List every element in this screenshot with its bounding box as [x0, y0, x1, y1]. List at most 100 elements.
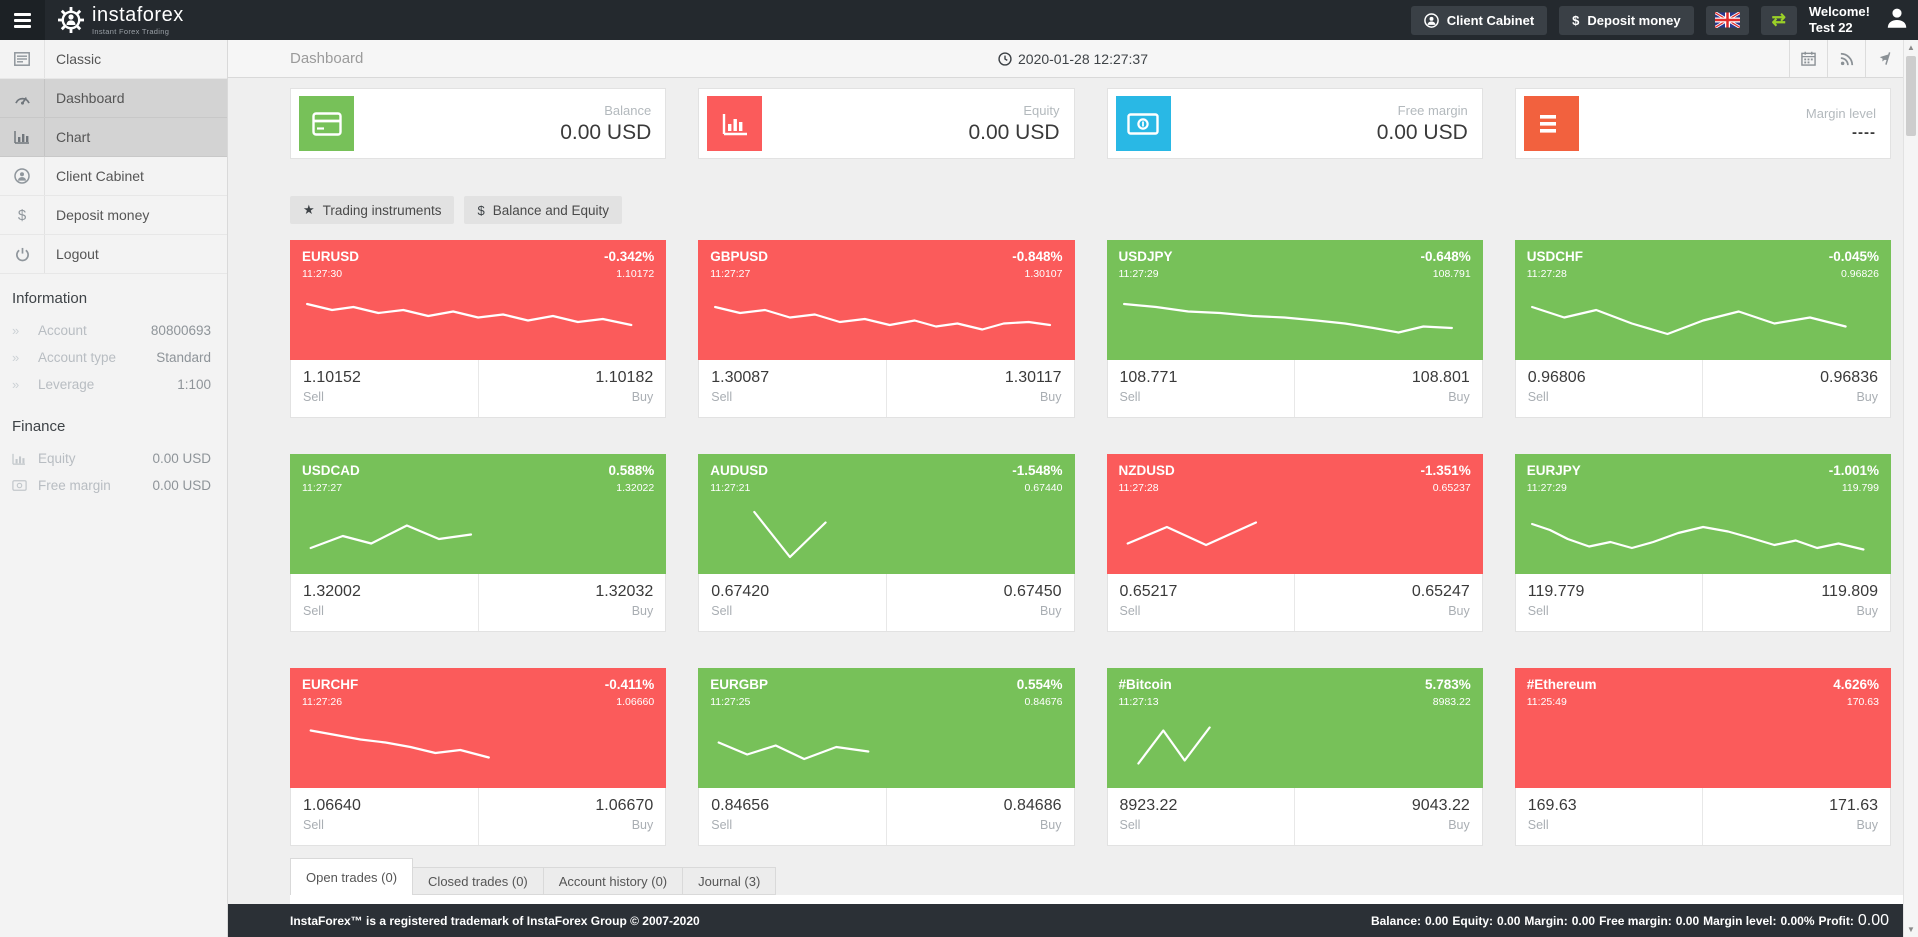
- tile-time: 11:27:28: [1526, 268, 1567, 280]
- balance-and-equity-button[interactable]: $ Balance and Equity: [464, 196, 623, 224]
- sell-button[interactable]: 8923.22 Sell: [1108, 788, 1296, 845]
- sell-button[interactable]: 1.06640 Sell: [291, 788, 479, 845]
- sidebar-item-deposit-money[interactable]: $ Deposit money: [0, 196, 227, 235]
- rss-button[interactable]: [1827, 40, 1865, 77]
- menu-toggle-button[interactable]: [0, 0, 45, 40]
- buy-button[interactable]: 9043.22 Buy: [1295, 788, 1482, 845]
- uk-flag-icon: [1714, 12, 1740, 28]
- sell-button[interactable]: 0.96806 Sell: [1516, 360, 1704, 417]
- tile-symbol: EURUSD: [302, 249, 360, 264]
- tile-price: 1.30107: [1024, 268, 1063, 280]
- sell-price: 0.65217: [1119, 583, 1178, 600]
- buy-button[interactable]: 171.63 Buy: [1703, 788, 1890, 845]
- account-label: Account: [38, 323, 87, 338]
- tile-usdjpy[interactable]: USDJPY -0.648% 11:27:29 108.791 108.771 Sel…: [1106, 240, 1483, 418]
- sell-button[interactable]: 119.779 Sell: [1516, 574, 1704, 631]
- announcements-button[interactable]: [1865, 40, 1903, 77]
- calendar-button[interactable]: [1789, 40, 1827, 77]
- clock-icon: [998, 51, 1012, 66]
- dashboard-gauge-icon: [0, 79, 45, 117]
- instaforex-cog-icon: [58, 7, 84, 33]
- tile-bitcoin[interactable]: #Bitcoin 5.783% 11:27:13 8983.22 8923.22 Se…: [1106, 668, 1483, 846]
- buy-price: 0.84686: [1003, 797, 1062, 814]
- tab-account-history[interactable]: Account history (0): [543, 867, 684, 895]
- sell-button[interactable]: 169.63 Sell: [1516, 788, 1704, 845]
- scrollbar-thumb[interactable]: [1906, 56, 1916, 136]
- sell-price: 8923.22: [1119, 797, 1178, 814]
- deposit-money-button[interactable]: $ Deposit money: [1559, 5, 1694, 35]
- tile-nzdusd[interactable]: NZDUSD -1.351% 11:27:28 0.65237 0.65217 Sel…: [1106, 454, 1483, 632]
- tile-usdcad[interactable]: USDCAD 0.588% 11:27:27 1.32022 1.32002 Sell…: [290, 454, 667, 632]
- welcome-label: Welcome!: [1808, 3, 1870, 19]
- buy-button[interactable]: 0.84686 Buy: [887, 788, 1074, 845]
- buy-button[interactable]: 119.809 Buy: [1703, 574, 1890, 631]
- sell-button[interactable]: 108.771 Sell: [1108, 360, 1296, 417]
- avatar[interactable]: [1884, 5, 1910, 36]
- buy-price: 1.06670: [595, 797, 654, 814]
- sell-button[interactable]: 0.84656 Sell: [699, 788, 887, 845]
- trademark-text: InstaForex™ is a registered trademark of…: [290, 913, 700, 928]
- vertical-scrollbar[interactable]: ▲ ▼: [1903, 40, 1918, 937]
- buy-price: 9043.22: [1411, 797, 1470, 814]
- tab-closed-trades[interactable]: Closed trades (0): [413, 867, 544, 895]
- tile-eurgbp[interactable]: EURGBP 0.554% 11:27:25 0.84676 0.84656 Sell…: [698, 668, 1075, 846]
- tile-symbol: USDJPY: [1118, 249, 1173, 264]
- buy-button[interactable]: 0.96836 Buy: [1703, 360, 1890, 417]
- tile-ethereum[interactable]: #Ethereum 4.626% 11:25:49 170.63 169.63 Sel…: [1514, 668, 1891, 846]
- account-type-value: Standard: [156, 350, 211, 365]
- scroll-up-arrow-icon[interactable]: ▲: [1907, 43, 1915, 52]
- sidebar-item-logout[interactable]: Logout: [0, 235, 227, 274]
- tile-usdchf[interactable]: USDCHF -0.045% 11:27:28 0.96826 0.96806 Sel…: [1514, 240, 1891, 418]
- sell-button[interactable]: 1.30087 Sell: [699, 360, 887, 417]
- buy-button[interactable]: 1.30117 Buy: [887, 360, 1074, 417]
- sparkline-chart: [1117, 292, 1473, 352]
- exchange-button[interactable]: ⇄: [1760, 5, 1797, 35]
- buy-button[interactable]: 1.06670 Buy: [479, 788, 666, 845]
- scroll-down-arrow-icon[interactable]: ▼: [1907, 925, 1915, 934]
- sidebar-item-client-cabinet[interactable]: Client Cabinet: [0, 157, 227, 196]
- trading-instruments-button[interactable]: ★ Trading instruments: [290, 196, 455, 224]
- sell-button[interactable]: 1.32002 Sell: [291, 574, 479, 631]
- buy-button[interactable]: 1.32032 Buy: [479, 574, 666, 631]
- sell-price: 1.10152: [303, 369, 361, 386]
- buy-button[interactable]: 0.65247 Buy: [1295, 574, 1482, 631]
- tile-symbol: EURJPY: [1526, 463, 1581, 478]
- sell-label: Sell: [711, 604, 733, 618]
- tile-eurjpy[interactable]: EURJPY -1.001% 11:27:29 119.799 119.779 Sel…: [1514, 454, 1891, 632]
- tab-label: Account history (0): [558, 873, 668, 889]
- sell-button[interactable]: 0.65217 Sell: [1108, 574, 1296, 631]
- client-cabinet-button[interactable]: Client Cabinet: [1410, 5, 1548, 35]
- tile-price: 8983.22: [1432, 696, 1471, 708]
- tile-price: 1.06660: [616, 696, 655, 708]
- sell-label: Sell: [1119, 390, 1141, 404]
- tile-header: USDCHF -0.045% 11:27:28 0.96826: [1514, 240, 1891, 360]
- free-margin-stat-value: 0.00: [1675, 913, 1700, 928]
- tile-change: 0.588%: [608, 463, 655, 478]
- tab-journal[interactable]: Journal (3): [683, 867, 777, 895]
- card-label: Equity: [1023, 102, 1060, 118]
- sidebar-item-chart[interactable]: Chart: [0, 118, 227, 157]
- tile-audusd[interactable]: AUDUSD -1.548% 11:27:21 0.67440 0.67420 Sel…: [698, 454, 1075, 632]
- buy-button[interactable]: 108.801 Buy: [1295, 360, 1482, 417]
- tile-symbol: #Bitcoin: [1118, 677, 1172, 692]
- margin-level-stat-value: 0.00%: [1780, 913, 1815, 928]
- tile-gbpusd[interactable]: GBPUSD -0.848% 11:27:27 1.30107 1.30087 Sel…: [698, 240, 1075, 418]
- sell-button[interactable]: 0.67420 Sell: [699, 574, 887, 631]
- tab-open-trades[interactable]: Open trades (0): [290, 858, 414, 895]
- tile-time: 11:27:27: [710, 268, 751, 280]
- tile-eurchf[interactable]: EURCHF -0.411% 11:27:26 1.06660 1.06640 Sel…: [290, 668, 667, 846]
- tile-header: GBPUSD -0.848% 11:27:27 1.30107: [698, 240, 1075, 360]
- buy-button[interactable]: 1.10182 Buy: [479, 360, 666, 417]
- sell-button[interactable]: 1.10152 Sell: [291, 360, 479, 417]
- tile-eurusd[interactable]: EURUSD -0.342% 11:27:30 1.10172 1.10152 Sel…: [290, 240, 667, 418]
- buy-label: Buy: [1856, 390, 1878, 404]
- sidebar-item-classic[interactable]: Classic: [0, 40, 227, 79]
- brand-logo[interactable]: instaforex Instant Forex Trading: [57, 5, 184, 36]
- dollar-icon: $: [0, 196, 45, 234]
- tile-change: -0.848%: [1012, 249, 1063, 264]
- language-button[interactable]: [1705, 5, 1749, 35]
- buy-button[interactable]: 0.67450 Buy: [887, 574, 1074, 631]
- tile-symbol: EURCHF: [302, 677, 359, 692]
- sidebar-item-dashboard[interactable]: Dashboard: [0, 79, 227, 118]
- rss-icon: [1840, 52, 1853, 65]
